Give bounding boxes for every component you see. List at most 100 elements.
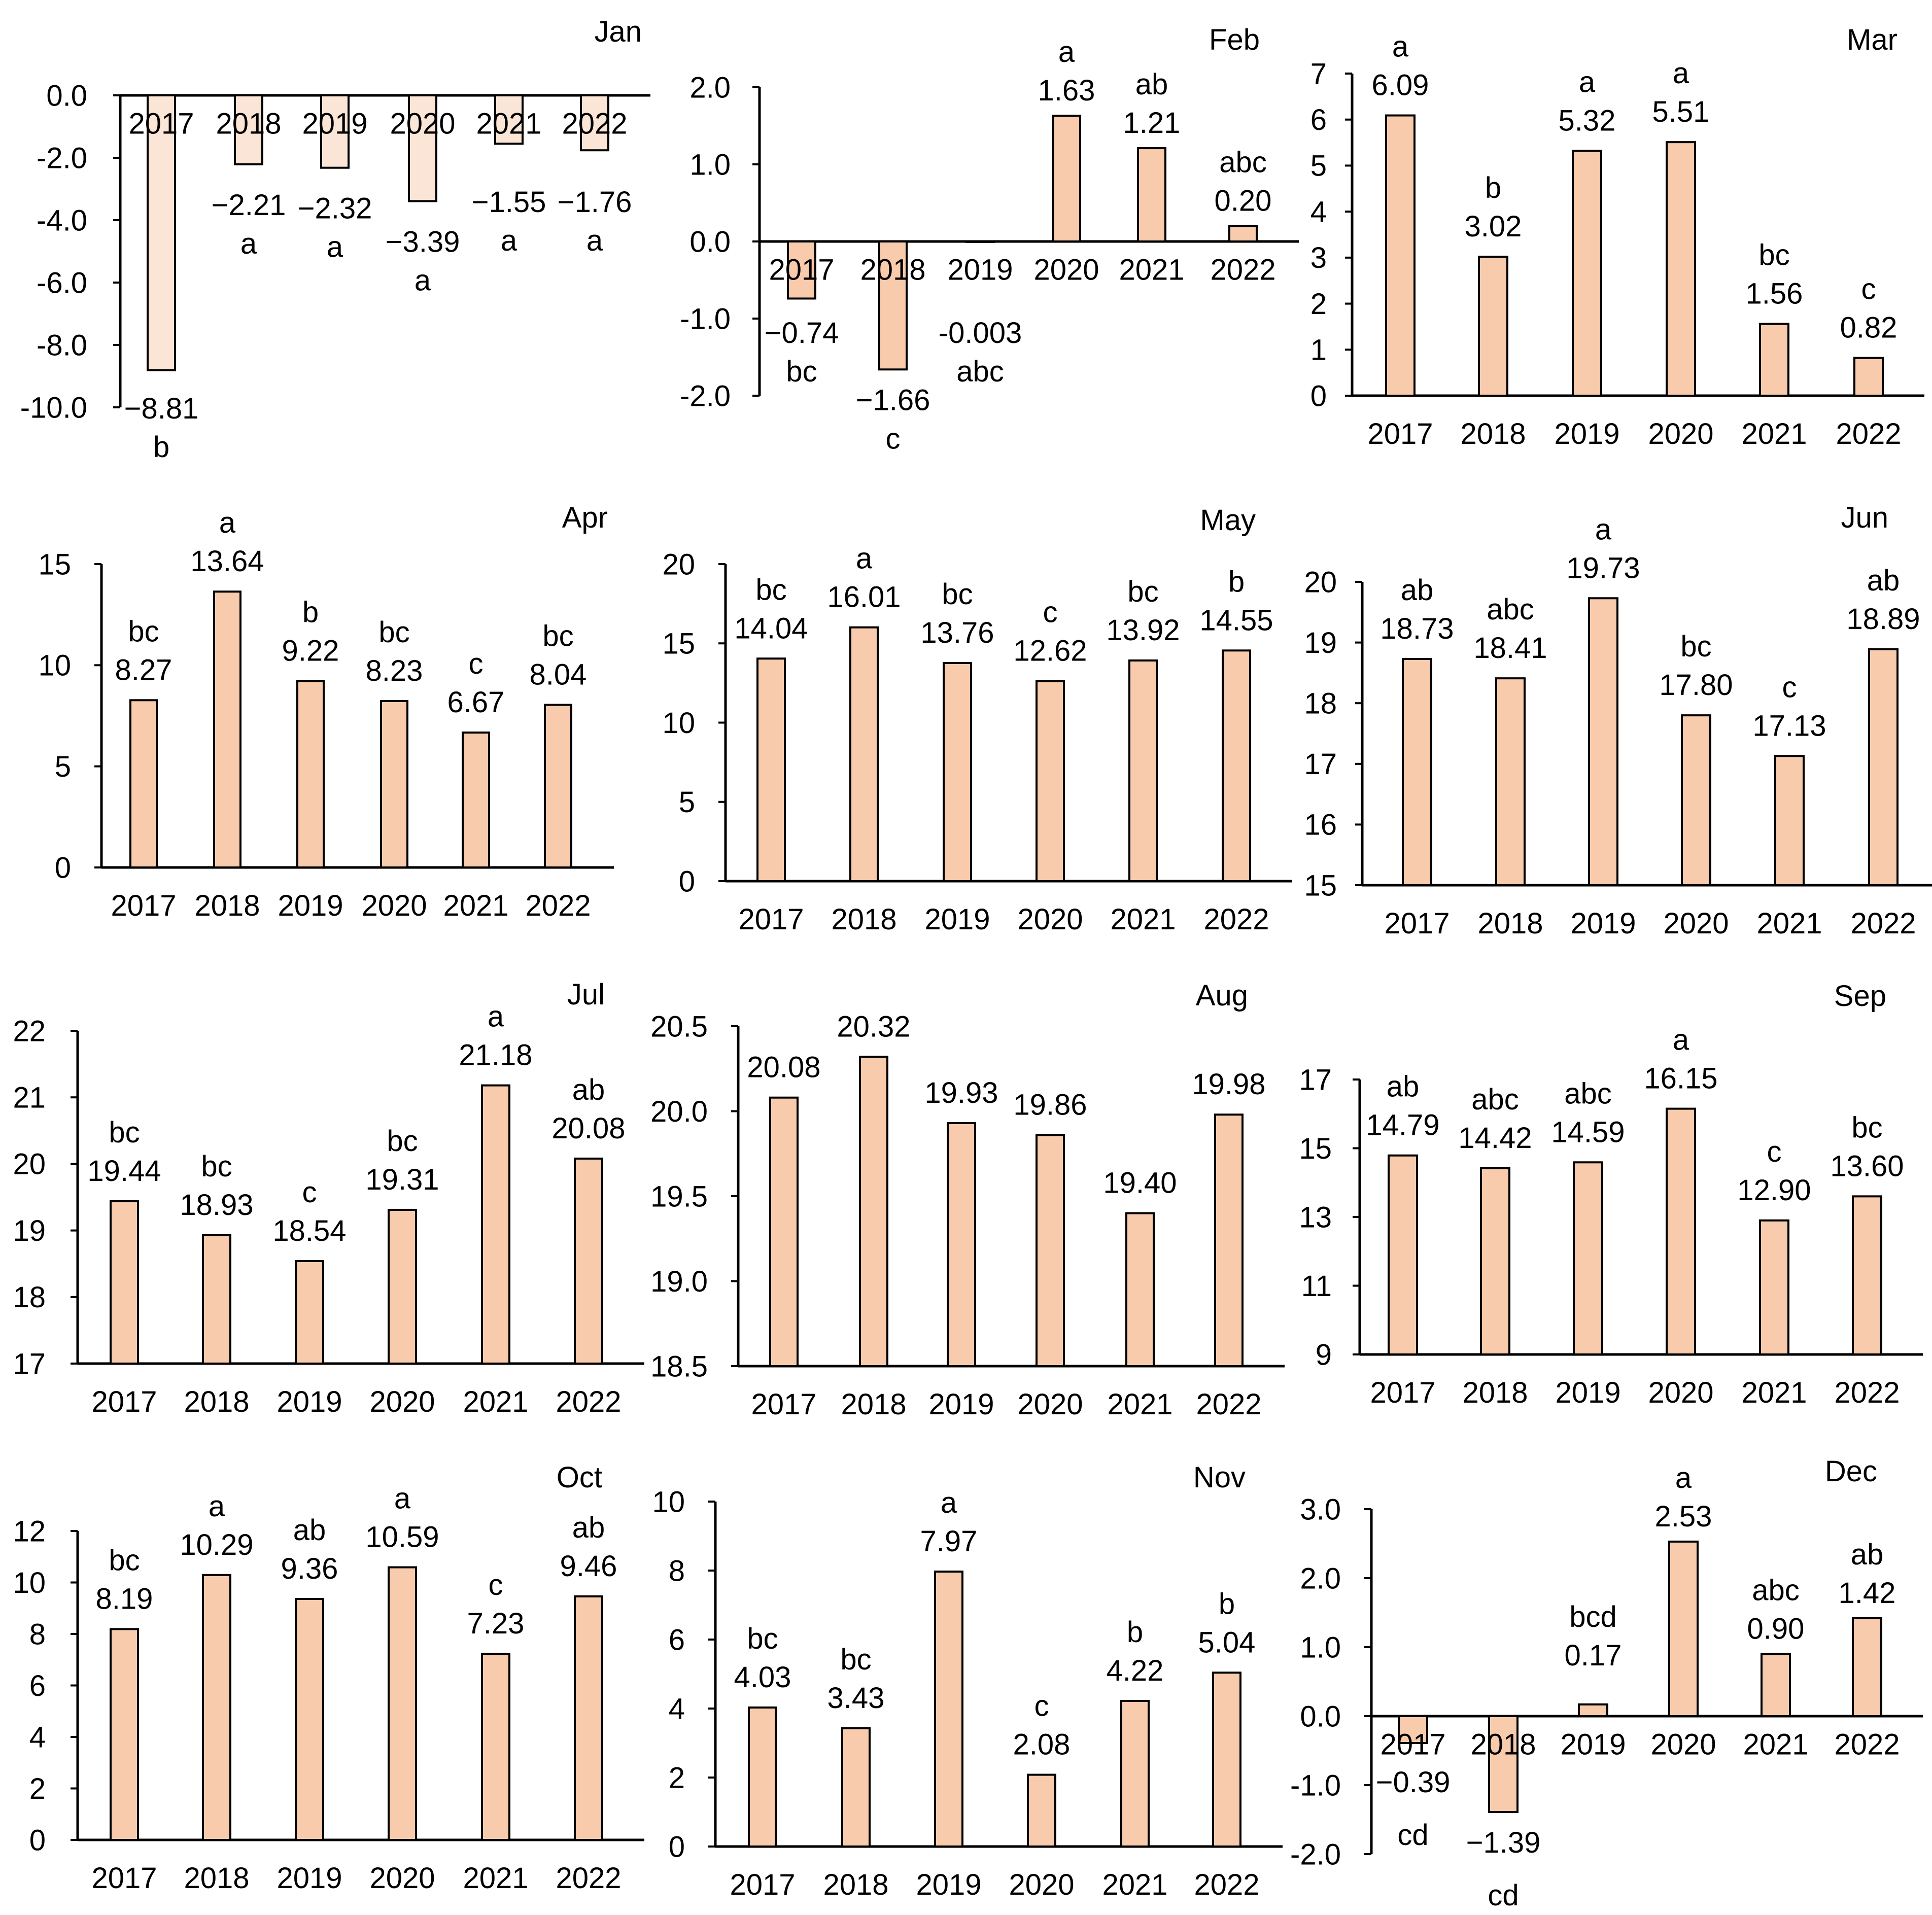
data-label: 7.97 — [920, 1525, 978, 1558]
chart-title: Mar — [1847, 23, 1898, 56]
data-label: −2.32 — [298, 192, 372, 225]
y-tick-label: 4 — [1310, 195, 1327, 228]
y-tick-label: -2.0 — [37, 142, 87, 175]
bar-2019 — [1573, 1161, 1603, 1356]
bar-2019 — [947, 1122, 976, 1367]
significance-letter: b — [1219, 1587, 1235, 1620]
data-label: 19.31 — [365, 1163, 439, 1196]
y-tick-label: 18 — [13, 1281, 46, 1314]
y-tick-label: -6.0 — [37, 266, 87, 299]
x-tick-label: 2020 — [1017, 1388, 1083, 1421]
bar-2020 — [1052, 115, 1081, 242]
x-tick-label: 2019 — [1554, 417, 1619, 450]
significance-letter: c — [469, 647, 484, 680]
bar-2021 — [481, 1084, 510, 1365]
y-tick-label: 0.0 — [46, 79, 87, 112]
data-label: 17.13 — [1752, 709, 1826, 742]
y-tick-label: 6 — [29, 1669, 46, 1702]
y-tick-label: 19 — [1304, 626, 1337, 659]
significance-letter: a — [415, 264, 431, 297]
significance-letter: c — [302, 1176, 317, 1209]
data-label: 17.80 — [1659, 669, 1733, 702]
significance-letter: cd — [1488, 1879, 1519, 1912]
data-label: 8.23 — [366, 654, 423, 687]
y-tick-label: 8 — [29, 1618, 46, 1651]
bar-2020 — [1027, 1773, 1056, 1848]
y-tick-label: 15 — [38, 548, 71, 581]
data-label: −0.39 — [1376, 1766, 1451, 1799]
data-label: 14.79 — [1366, 1109, 1439, 1142]
data-label: 18.41 — [1473, 632, 1547, 665]
x-tick-label: 2020 — [1009, 1868, 1074, 1901]
bar-2022 — [1852, 1195, 1882, 1356]
significance-letter: c — [489, 1569, 503, 1601]
x-tick-label: 2022 — [1210, 253, 1275, 286]
x-tick-label: 2022 — [1834, 1728, 1900, 1761]
bar-2018 — [1488, 1715, 1519, 1814]
y-tick-label: 15 — [662, 628, 695, 660]
data-label: 19.86 — [1013, 1088, 1087, 1121]
y-tick-label: 0 — [1310, 379, 1327, 412]
bar-2017 — [110, 1200, 139, 1365]
bar-2021 — [1128, 659, 1158, 882]
data-label: 1.21 — [1123, 107, 1181, 140]
bar-2019 — [320, 94, 350, 169]
x-tick-label: 2021 — [476, 107, 541, 140]
significance-letter: b — [1127, 1616, 1143, 1649]
x-tick-label: 2020 — [1033, 253, 1099, 286]
y-tick-label: 15 — [1299, 1132, 1332, 1165]
x-tick-label: 2019 — [277, 1862, 342, 1895]
x-tick-label: 2018 — [216, 107, 281, 140]
chart-title: Apr — [562, 501, 608, 534]
significance-letter: bc — [786, 355, 817, 388]
data-label: 19.73 — [1566, 551, 1640, 584]
significance-letter: a — [941, 1486, 957, 1519]
x-tick-label: 2022 — [562, 107, 627, 140]
bar-2020 — [408, 94, 437, 202]
x-tick-label: 2022 — [556, 1385, 621, 1418]
chart-title: Oct — [557, 1461, 602, 1494]
data-label: 10.29 — [180, 1528, 253, 1561]
significance-letter: ab — [572, 1511, 605, 1544]
y-tick-label: 1.0 — [689, 148, 731, 181]
y-tick-label: 19.5 — [650, 1180, 708, 1213]
significance-letter: a — [1058, 36, 1075, 68]
y-tick-label: 2 — [1310, 288, 1327, 321]
bar-2018 — [213, 590, 242, 868]
x-tick-label: 2018 — [184, 1385, 249, 1418]
significance-letter: bc — [201, 1150, 232, 1183]
panel-sep: Sep171513119201714.79ab201814.42abc20191… — [1299, 980, 1923, 1409]
x-tick-label: 2019 — [277, 1385, 342, 1418]
panel-apr: Apr 15 10 5 0 2017 8.27 bc 2018 13.64 a 2019 9.22 b 20… — [38, 501, 614, 922]
y-tick-label: 10 — [38, 649, 71, 682]
bar-2020 — [1666, 1107, 1696, 1355]
data-label: 4.22 — [1107, 1654, 1164, 1687]
bar-2022 — [1228, 225, 1258, 243]
x-tick-label: 2017 — [1384, 907, 1450, 940]
significance-letter: abc — [1219, 146, 1267, 179]
x-tick-label: 2021 — [463, 1385, 528, 1418]
bar-2020 — [1036, 680, 1065, 882]
data-label: 14.55 — [1199, 604, 1273, 637]
x-tick-label: 2021 — [1110, 903, 1176, 936]
y-tick-label: 0 — [669, 1830, 685, 1863]
significance-letter: bc — [128, 615, 159, 648]
data-label: 14.04 — [734, 612, 808, 645]
x-tick-label: 2021 — [1743, 1728, 1808, 1761]
bar-2022 — [1852, 1617, 1882, 1717]
significance-letter: cd — [1397, 1819, 1428, 1852]
significance-letter: bc — [942, 578, 973, 611]
data-label: −1.66 — [856, 384, 930, 416]
data-label: 4.03 — [734, 1661, 791, 1694]
bar-2019 — [1578, 1703, 1608, 1717]
significance-letter: b — [1228, 565, 1245, 598]
x-tick-label: 2017 — [738, 903, 804, 936]
x-tick-label: 2017 — [1370, 1376, 1435, 1409]
panel-aug: Aug 20.5 20.0 19.5 19.0 18.5 2017 20.08 2018 20.3… — [650, 979, 1285, 1421]
y-tick-label: 5 — [679, 786, 695, 819]
x-tick-label: 2021 — [1741, 417, 1807, 450]
bar-2022 — [1222, 649, 1251, 882]
data-label: 12.62 — [1013, 635, 1087, 668]
significance-letter: a — [327, 231, 343, 264]
chart-title: Aug — [1196, 979, 1248, 1012]
